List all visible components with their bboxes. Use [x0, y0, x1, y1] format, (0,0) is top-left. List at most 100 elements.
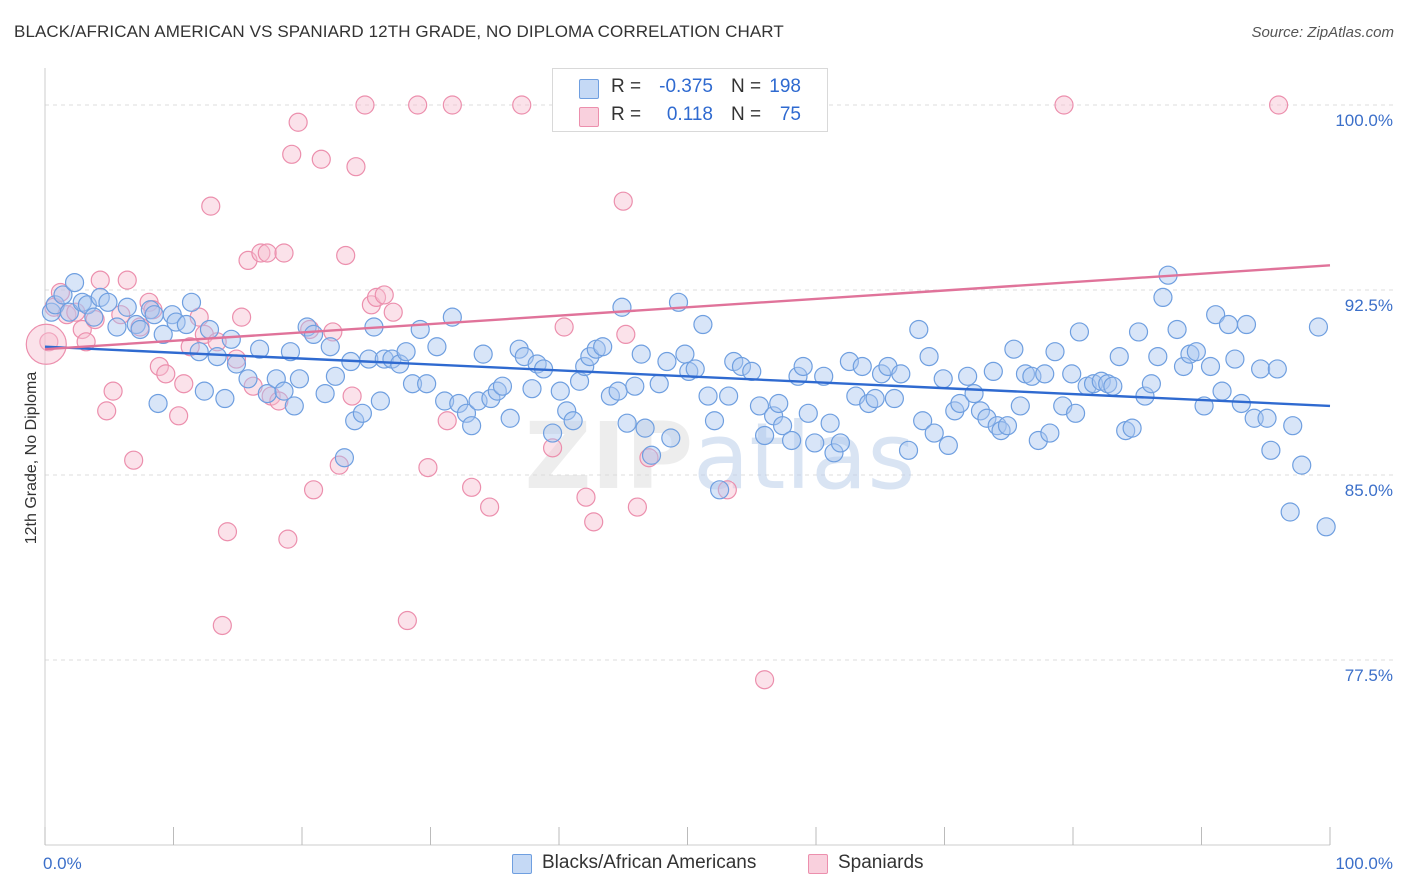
point-spaniards: [124, 450, 144, 470]
point-blacks: [820, 413, 840, 433]
point-blacks: [824, 443, 844, 463]
point-blacks: [938, 435, 958, 455]
point-blacks: [1010, 396, 1030, 416]
legend-row-spaniards: R = 0.118 N = 75: [553, 101, 827, 131]
point-blacks: [983, 361, 1003, 381]
point-blacks: [370, 391, 390, 411]
point-blacks: [754, 425, 775, 446]
point-blacks: [991, 421, 1011, 441]
point-blacks: [1167, 319, 1187, 340]
point-blacks: [933, 369, 953, 389]
correlation-legend: R = -0.375 N = 198 R = 0.118 N = 75: [552, 68, 828, 132]
point-spaniards: [374, 285, 394, 305]
point-blacks: [257, 384, 277, 404]
point-spaniards: [584, 512, 604, 532]
point-blacks: [693, 314, 713, 335]
legend-row-blacks: R = -0.375 N = 198: [553, 73, 827, 103]
point-spaniards: [576, 487, 596, 507]
point-blacks: [1083, 374, 1104, 394]
point-blacks: [303, 324, 324, 344]
point-spaniards: [149, 356, 169, 377]
point-blacks: [199, 319, 220, 340]
point-spaniards: [282, 144, 302, 164]
point-blacks: [153, 324, 173, 344]
point-blacks: [871, 364, 892, 384]
point-blacks: [1316, 517, 1336, 537]
point-spaniards: [1054, 95, 1074, 115]
point-blacks: [1065, 403, 1086, 423]
point-blacks: [997, 416, 1018, 436]
point-spaniards: [66, 302, 86, 322]
point-blacks: [635, 418, 655, 438]
point-blacks: [1035, 364, 1055, 384]
point-blacks: [130, 319, 150, 340]
point-blacks: [1109, 347, 1129, 367]
point-blacks: [221, 329, 241, 349]
point-blacks: [608, 381, 628, 401]
point-blacks: [1062, 364, 1082, 384]
point-blacks: [1231, 393, 1251, 414]
point-blacks: [612, 297, 632, 317]
point-blacks: [830, 433, 851, 453]
point-spaniards: [201, 196, 221, 216]
point-spaniards: [278, 529, 298, 549]
point-blacks: [1148, 347, 1168, 367]
point-blacks: [1257, 408, 1277, 428]
y-tick-label: 85.0%: [1345, 481, 1393, 500]
point-spaniards: [437, 411, 457, 431]
point-blacks: [631, 344, 651, 364]
point-blacks: [274, 381, 294, 401]
y-tick-label: 77.5%: [1345, 666, 1393, 685]
point-spaniards: [442, 95, 462, 115]
legend-swatch-blue: [579, 79, 599, 99]
point-blacks: [352, 403, 372, 423]
point-blacks: [144, 305, 164, 325]
point-spaniards: [50, 282, 71, 303]
point-blacks: [189, 342, 209, 362]
point-blacks: [1308, 317, 1329, 337]
point-blacks: [919, 347, 939, 367]
point-blacks: [704, 411, 725, 431]
point-blacks: [557, 401, 577, 421]
point-blacks: [72, 292, 92, 312]
point-blacks: [226, 354, 247, 374]
point-spaniards: [512, 95, 532, 115]
legend-n-label: N =: [731, 104, 762, 125]
point-blacks: [1200, 356, 1221, 377]
point-blacks: [1103, 376, 1123, 396]
point-spaniards: [257, 243, 277, 263]
point-blacks: [542, 423, 563, 443]
point-spaniards: [174, 374, 194, 394]
point-spaniards: [342, 386, 362, 406]
legend-r-label: R =: [611, 76, 642, 97]
point-blacks: [176, 314, 196, 335]
point-spaniards: [554, 317, 574, 337]
source-label: Source: ZipAtlas.com: [1251, 24, 1394, 41]
point-blacks: [449, 393, 469, 414]
point-spaniards: [25, 323, 67, 365]
point-blacks: [970, 401, 991, 421]
point-spaniards: [639, 448, 659, 468]
point-blacks: [473, 344, 493, 364]
point-blacks: [1186, 342, 1206, 362]
point-blacks: [1267, 359, 1287, 379]
point-spaniards: [418, 458, 438, 478]
point-blacks: [913, 411, 933, 431]
point-blacks: [805, 433, 825, 453]
point-blacks: [793, 356, 813, 377]
point-blacks: [345, 411, 365, 431]
legend-n-value: 75: [779, 104, 801, 125]
point-spaniards: [72, 319, 92, 340]
point-blacks: [1098, 374, 1118, 394]
point-blacks: [1004, 339, 1024, 359]
y-tick-label: 92.5%: [1345, 296, 1393, 315]
point-blacks: [749, 396, 770, 416]
y-tick-labels: 77.5% 85.0% 92.5% 100.0%: [1335, 111, 1393, 685]
point-blacks: [719, 386, 739, 406]
point-blacks: [334, 448, 355, 468]
point-spaniards: [462, 477, 482, 497]
point-blacks: [1141, 374, 1161, 394]
point-blacks: [53, 285, 73, 305]
point-blacks: [852, 356, 872, 377]
point-blacks: [958, 366, 978, 386]
